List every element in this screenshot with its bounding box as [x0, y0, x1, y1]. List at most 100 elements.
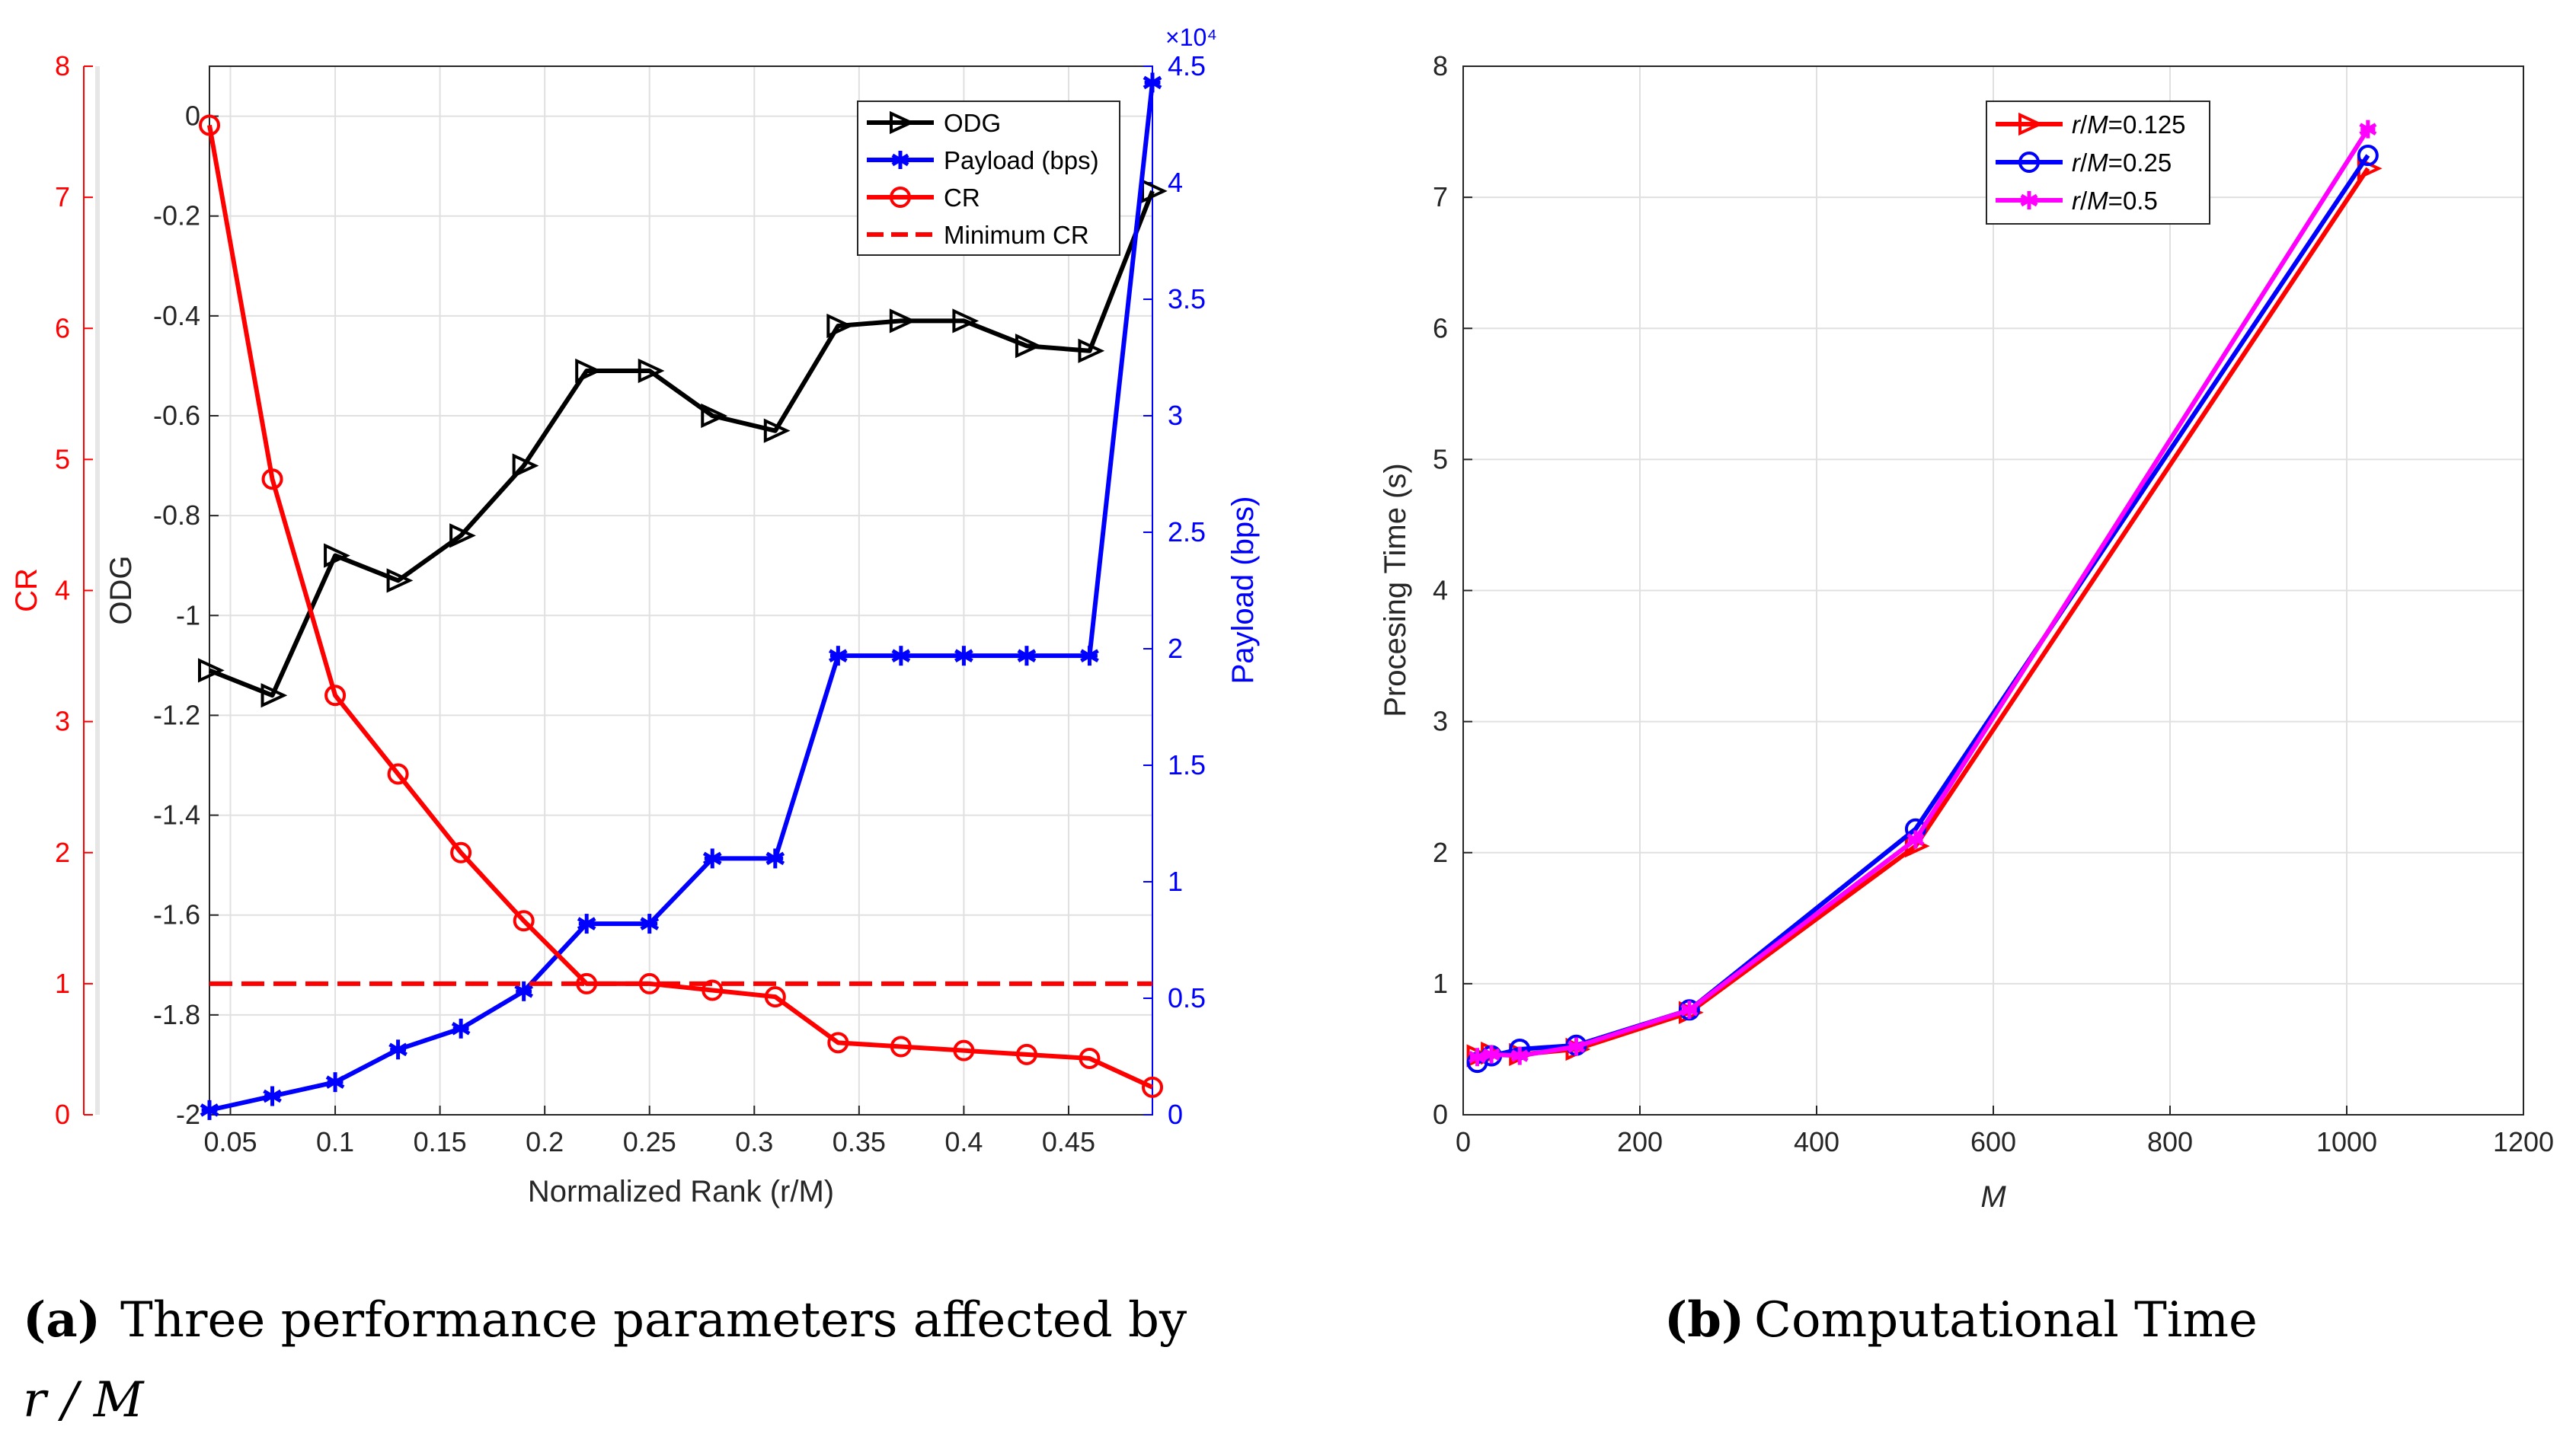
chart-b-axes: 0 200 400 600 800 1000 1200 0 1 2 3 4 5 6 7 8 M Procesing…: [1379, 50, 2554, 1214]
chart-a-payload-axis-label: Payload (bps): [1226, 496, 1260, 685]
chart-a-odg-point: [512, 453, 539, 478]
chart-a-xtick-label: 0.25: [623, 1126, 676, 1157]
chart-b-y-axis-label: Procesing Time (s): [1379, 463, 1412, 717]
chart-a-odg-tick-label: -2: [176, 1099, 200, 1130]
chart-a-odg-point: [763, 418, 791, 443]
chart-b-ytick-label: 6: [1433, 312, 1448, 343]
chart-a-cr-point: [199, 114, 220, 136]
chart-b-r-m-0-5-point: [1510, 1046, 1529, 1065]
chart-a-payload-tick-label: 3.5: [1168, 283, 1206, 314]
chart-b-legend-label-r-m-0-125: r/M=0.125: [2072, 110, 2186, 139]
chart-a-payload-bps-point: [891, 646, 911, 666]
chart-b-ytick-label: 5: [1433, 443, 1448, 474]
chart-a-cr-point: [702, 979, 724, 1001]
chart-a-legend-label-odg: ODG: [944, 109, 1001, 137]
chart-a-odg-point: [575, 358, 602, 384]
chart-a-series-odg-line: [208, 190, 1155, 698]
chart-b-legend-marker-r-m-0-5: [2020, 191, 2038, 209]
chart-a-payload-bps-point: [1143, 72, 1162, 93]
chart-b-legend: r/M=0.125 r/M=0.25 r/M=0.5: [1986, 101, 2210, 225]
chart-b-legend-marker-r-m-0-25: [2018, 152, 2040, 173]
chart-b-ytick-label: 4: [1433, 575, 1448, 606]
chart-a-payload-bps-point: [1080, 646, 1099, 666]
chart-a-odg-axis-label: ODG: [104, 555, 138, 624]
chart-a-cr-point: [513, 910, 535, 932]
chart-a-odg-point: [198, 658, 225, 683]
chart-a-odg-tick-label: -1: [176, 599, 200, 630]
chart-b-ytick-label: 1: [1433, 968, 1448, 999]
chart-a-odg-tick-label: -0.2: [153, 200, 200, 231]
chart-b-r-m-0-5-point: [1680, 1001, 1699, 1020]
chart-a-payload-tick-label: 2.5: [1168, 516, 1206, 547]
chart-a-legend-marker-odg: [890, 110, 915, 135]
chart-a-xtick-label: 0.05: [203, 1126, 257, 1157]
chart-a-payload-bps-point: [514, 981, 534, 1001]
chart-a-odg-tick-label: -0.4: [153, 300, 200, 331]
chart-a-odg-point: [1015, 334, 1042, 359]
chart-a-cr-point: [890, 1036, 912, 1058]
chart-b-ytick-label: 2: [1433, 837, 1448, 868]
chart-a-legend: ODG Payload (bps) CR Minimum CR: [857, 101, 1120, 256]
chart-a-series-cr-line: [207, 124, 1154, 1090]
chart-b-xtick-label: 400: [1794, 1126, 1839, 1157]
chart-a: 0.05 0.1 0.15 0.2 0.25 0.3 0.35 0.4 0.45 -2 -1.8 -1…: [10, 24, 1260, 1208]
chart-a-payload-tick-label: 2: [1168, 633, 1183, 664]
chart-a-xtick-label: 0.4: [944, 1126, 983, 1157]
chart-a-odg-tick-label: -1.8: [153, 999, 200, 1030]
chart-a-cr-tick-label: 0: [55, 1099, 70, 1130]
chart-a-xtick-label: 0.1: [316, 1126, 354, 1157]
chart-a-legend-marker-cr: [890, 187, 911, 208]
chart-b-series: [1466, 120, 2383, 1074]
chart-a-payload-bps-point: [200, 1100, 219, 1120]
chart-a-xtick-label: 0.35: [833, 1126, 886, 1157]
chart-a-cr-point: [827, 1032, 849, 1054]
chart-a-odg-tick-label: -1.6: [153, 899, 200, 930]
chart-a-odg-point: [889, 308, 916, 334]
caption-b-text: Computational Time: [1754, 1292, 2258, 1349]
chart-a-odg-point: [826, 313, 854, 339]
chart-b-xtick-label: 200: [1617, 1126, 1663, 1157]
chart-b-ytick-label: 3: [1433, 706, 1448, 737]
chart-a-cr-tick-label: 4: [55, 575, 70, 606]
chart-b-xtick-label: 1200: [2493, 1126, 2554, 1157]
chart-b-xtick-label: 800: [2147, 1126, 2193, 1157]
chart-a-odg-point: [701, 403, 728, 429]
chart-a-payload-bps-point: [325, 1072, 345, 1093]
caption-a-prefix: (a): [23, 1291, 101, 1349]
chart-b-x-axis-label: M: [1980, 1180, 2006, 1214]
chart-a-payload-bps-point: [451, 1018, 471, 1039]
chart-a-series: [198, 72, 1168, 1120]
chart-a-odg-point: [638, 358, 665, 384]
chart-b-legend-label-r-m-0-25: r/M=0.25: [2072, 148, 2172, 177]
chart-a-payload-bps-point: [388, 1039, 407, 1060]
chart-b-ytick-label: 7: [1433, 181, 1448, 212]
caption-a-line2: r / M: [23, 1372, 145, 1428]
chart-a-payload-tick-label: 1: [1168, 866, 1183, 897]
chart-a-odg-tick-label: -0.6: [153, 400, 200, 431]
chart-a-odg-point: [449, 523, 476, 548]
chart-b-ytick-label: 8: [1433, 50, 1448, 81]
chart-a-payload-tick-label: 3: [1168, 400, 1183, 431]
chart-a-cr-point: [1015, 1043, 1037, 1065]
chart-a-cr-point: [450, 841, 472, 863]
chart-a-payload-bps-point: [577, 914, 596, 934]
chart-b-xtick-label: 600: [1970, 1126, 2016, 1157]
chart-a-legend-label-cr: CR: [944, 184, 980, 212]
chart-a-cr-point: [387, 763, 409, 785]
chart-a-axes: 0.05 0.1 0.15 0.2 0.25 0.3 0.35 0.4 0.45 -2 -1.8 -1…: [10, 24, 1260, 1208]
chart-a-odg-tick-label: -0.8: [153, 500, 200, 531]
chart-a-odg-point: [386, 568, 414, 593]
chart-b-r-m-0-5-point: [2359, 120, 2377, 139]
chart-a-cr-tick-label: 8: [55, 50, 70, 81]
chart-b-r-m-0-5-point: [1906, 830, 1925, 849]
chart-a-payload-tick-label: 1.5: [1168, 749, 1206, 780]
chart-a-cr-tick-label: 1: [55, 968, 70, 999]
chart-b-legend-marker-r-m-0-125: [2018, 112, 2044, 136]
chart-a-payload-bps-point: [828, 646, 848, 666]
chart-a-payload-bps-point: [954, 646, 973, 666]
chart-a-cr-point: [764, 986, 786, 1008]
chart-a-xtick-label: 0.3: [735, 1126, 773, 1157]
chart-a-payload-tick-label: 0.5: [1168, 982, 1206, 1013]
chart-a-cr-tick-label: 7: [55, 181, 70, 212]
